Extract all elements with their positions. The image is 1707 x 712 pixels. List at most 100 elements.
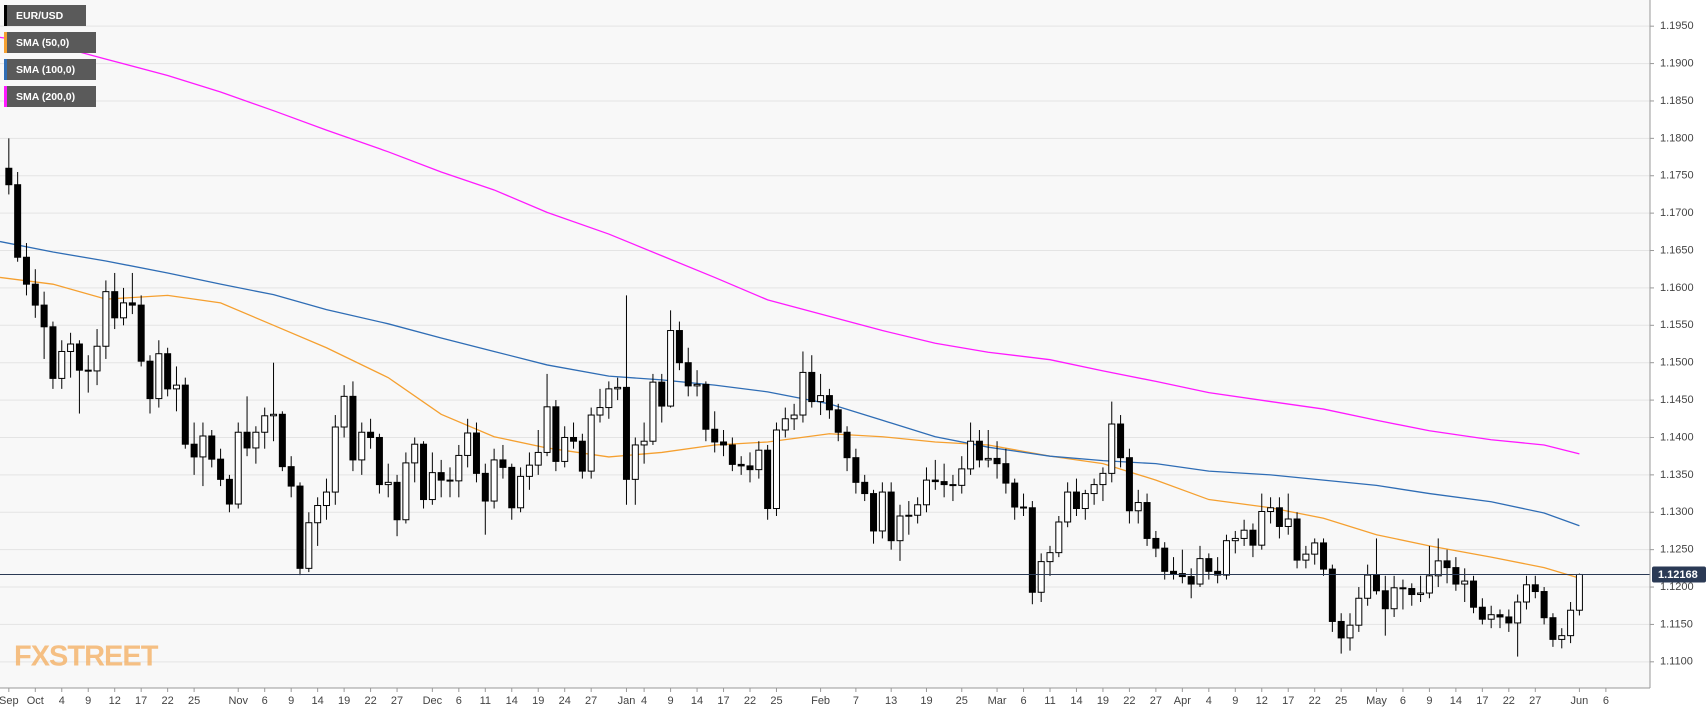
y-tick-label: 1.1900 — [1660, 57, 1694, 69]
x-tick-label: 14 — [312, 695, 324, 707]
candle-body — [870, 493, 878, 532]
candle-body — [393, 481, 401, 521]
candle-body — [1205, 558, 1213, 572]
candle-body — [411, 443, 419, 464]
x-tick-label: Sep — [0, 695, 19, 707]
candle-body — [552, 406, 560, 462]
candle-body — [649, 381, 657, 442]
x-tick-label: 9 — [668, 695, 674, 707]
legend-swatch — [4, 59, 7, 80]
candle-body — [1381, 590, 1389, 610]
candle-body — [1443, 560, 1451, 569]
candle-body — [1020, 506, 1028, 509]
x-tick-label: 14 — [691, 695, 703, 707]
candle-body — [1434, 560, 1442, 577]
candle-body — [667, 330, 675, 407]
x-tick-label: 25 — [1335, 695, 1347, 707]
candle-body — [217, 458, 225, 480]
candle-body — [922, 479, 930, 506]
y-tick-label: 1.1550 — [1660, 319, 1694, 331]
candle-body — [1575, 573, 1583, 611]
candle-body — [270, 413, 278, 417]
candle-body — [1258, 511, 1266, 546]
candle-body — [640, 440, 648, 446]
legend-swatch — [4, 5, 7, 26]
candle-body — [1134, 502, 1142, 512]
x-tick-label: 22 — [1503, 695, 1515, 707]
candle-body — [40, 304, 48, 328]
candle-body — [1046, 552, 1054, 563]
y-tick-label: 1.1350 — [1660, 469, 1694, 481]
x-tick-label: 19 — [532, 695, 544, 707]
candle-body — [278, 413, 286, 468]
candle-body — [75, 343, 83, 371]
candle-body — [684, 362, 692, 387]
candle-body — [534, 451, 542, 466]
candle-body — [490, 459, 498, 502]
candle-body — [155, 353, 163, 400]
axes: 1.1100 1.1150 1.1200 1.1250 1.1300 1.1350 1.14… — [0, 20, 1694, 707]
candle-body — [1275, 507, 1283, 527]
candle-body — [1337, 620, 1345, 639]
x-tick-label: Jan — [618, 695, 636, 707]
candle-body — [314, 505, 322, 524]
legend-label: EUR/USD — [16, 10, 64, 22]
candle-body — [578, 440, 586, 472]
candle-body — [772, 429, 780, 510]
candle-body — [1346, 624, 1354, 639]
x-tick-label: Apr — [1174, 695, 1191, 707]
candle-body — [1249, 529, 1257, 546]
candle-body — [164, 353, 172, 390]
x-tick-label: 17 — [1476, 695, 1488, 707]
x-tick-label: 6 — [1020, 695, 1026, 707]
y-tick-label: 1.1500 — [1660, 357, 1694, 369]
x-tick-label: 9 — [1232, 695, 1238, 707]
candle-body — [658, 381, 666, 407]
legend-label: SMA (50,0) — [16, 37, 69, 49]
candle-body — [1452, 567, 1460, 585]
candle-body — [1214, 570, 1222, 576]
x-tick-label: 22 — [744, 695, 756, 707]
candle-body — [561, 436, 569, 462]
candle-body — [543, 406, 551, 453]
candle-body — [14, 184, 22, 258]
candle-body — [614, 386, 622, 390]
x-tick-label: 22 — [162, 695, 174, 707]
candle-body — [225, 478, 233, 505]
candle-body — [1187, 576, 1195, 585]
x-tick-label: 6 — [262, 695, 268, 707]
x-tick-label: 6 — [1400, 695, 1406, 707]
candle-body — [1231, 537, 1239, 542]
x-tick-label: 25 — [956, 695, 968, 707]
overlay: 1.12168 — [0, 566, 1706, 583]
candles — [5, 138, 1583, 657]
candle-body — [402, 462, 410, 521]
candle-body — [1081, 493, 1089, 510]
candle-body — [1090, 484, 1098, 495]
candle-body — [711, 428, 719, 443]
x-tick-label: 7 — [853, 695, 859, 707]
candle-body — [93, 345, 101, 372]
candle-body — [737, 463, 745, 467]
candle-body — [1478, 606, 1486, 620]
x-tick-label: 27 — [585, 695, 597, 707]
x-tick-label: 9 — [85, 695, 91, 707]
candle-body — [367, 431, 375, 438]
y-tick-label: 1.1200 — [1660, 581, 1694, 593]
candle-body — [799, 371, 807, 416]
candle-body — [790, 414, 798, 420]
candle-body — [755, 449, 763, 471]
x-tick-label: 24 — [559, 695, 571, 707]
candle-body — [120, 302, 128, 319]
candle-body — [887, 491, 895, 542]
candle-body — [675, 330, 683, 364]
candle-body — [914, 504, 922, 516]
legend-box — [4, 5, 86, 26]
x-tick-label: 12 — [109, 695, 121, 707]
grid — [0, 25, 1650, 663]
x-tick-label: 6 — [1603, 695, 1609, 707]
candle-body — [5, 167, 13, 186]
candle-body — [1037, 561, 1045, 593]
x-tick-label: 22 — [1309, 695, 1321, 707]
